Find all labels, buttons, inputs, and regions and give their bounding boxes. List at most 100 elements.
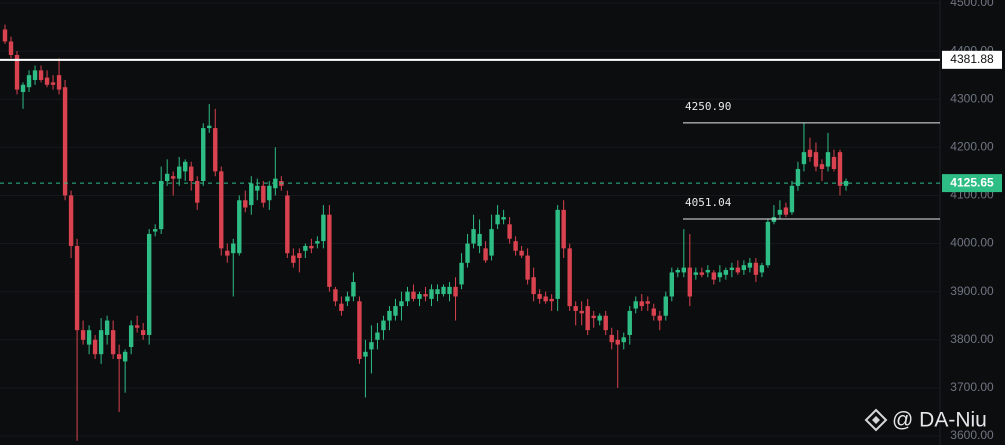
last-price-label-box bbox=[942, 174, 1002, 193]
candle-body bbox=[483, 248, 488, 261]
candle-body bbox=[14, 54, 20, 90]
candle-body bbox=[801, 152, 807, 165]
candle-body bbox=[321, 214, 326, 242]
candle-body bbox=[477, 233, 482, 246]
candle-body bbox=[32, 70, 38, 80]
candle-body bbox=[86, 330, 92, 345]
candle-body bbox=[627, 310, 632, 335]
candle-body bbox=[255, 185, 260, 191]
candle-body bbox=[122, 351, 128, 362]
candle-body bbox=[795, 168, 801, 186]
candle-body bbox=[152, 229, 158, 232]
candle-body bbox=[597, 315, 602, 321]
candle-body bbox=[741, 265, 747, 271]
candle-body bbox=[213, 128, 218, 172]
candle-body bbox=[98, 330, 104, 355]
overlay: 4381.88 4125.65 4250.90 4051.04 bbox=[0, 50, 1002, 220]
last-price-label: 4125.65 bbox=[950, 175, 994, 189]
candle-body bbox=[693, 272, 699, 275]
candle-body bbox=[68, 195, 74, 246]
candle-body bbox=[813, 152, 819, 167]
candle-body bbox=[495, 214, 500, 225]
candle-body bbox=[531, 277, 536, 295]
candle-body bbox=[231, 243, 236, 254]
candle-body bbox=[669, 272, 674, 297]
candle-body bbox=[351, 282, 356, 297]
candle-body bbox=[309, 245, 314, 249]
candle-body bbox=[291, 255, 296, 263]
candle-body bbox=[765, 221, 771, 266]
candle-body bbox=[591, 315, 596, 319]
candle-body bbox=[134, 325, 140, 328]
candle-body bbox=[80, 330, 86, 340]
candle-body bbox=[429, 289, 434, 299]
candle-body bbox=[453, 286, 458, 297]
candle-body bbox=[663, 296, 668, 316]
candle-body bbox=[657, 315, 662, 321]
candle-body bbox=[146, 233, 152, 335]
y-tick-label: 3600.00 bbox=[950, 428, 994, 442]
candle-body bbox=[789, 185, 795, 213]
candle-body bbox=[771, 217, 777, 222]
mark-line-label-box bbox=[942, 50, 1002, 69]
candle-body bbox=[357, 301, 362, 360]
candle-body bbox=[110, 330, 116, 355]
candle-body bbox=[615, 339, 620, 345]
candle-body bbox=[489, 229, 494, 256]
candle-body bbox=[843, 181, 849, 186]
candle-body bbox=[2, 29, 8, 42]
candle-body bbox=[723, 270, 729, 275]
candle-body bbox=[555, 209, 560, 299]
candle-body bbox=[681, 267, 687, 273]
candle-body bbox=[543, 296, 548, 302]
candle-body bbox=[735, 267, 741, 273]
candle-body bbox=[513, 241, 518, 251]
candle-body bbox=[393, 306, 398, 316]
candle-body bbox=[339, 303, 344, 311]
candle-body bbox=[297, 253, 302, 258]
candle-body bbox=[158, 181, 164, 230]
candle-body bbox=[405, 291, 410, 302]
candle-body bbox=[177, 166, 182, 179]
candle-body bbox=[777, 209, 783, 215]
candle-body bbox=[753, 262, 759, 275]
candle-body bbox=[38, 70, 44, 80]
candle-body bbox=[327, 214, 332, 287]
candle-body bbox=[399, 301, 404, 307]
y-tick-label: 3700.00 bbox=[950, 380, 994, 394]
candle-body bbox=[747, 262, 753, 268]
candle-body bbox=[225, 250, 230, 256]
candle-body bbox=[363, 351, 368, 357]
y-tick-label: 3900.00 bbox=[950, 284, 994, 298]
candle-body bbox=[261, 185, 266, 203]
candle-body bbox=[435, 289, 440, 295]
watermark-logo bbox=[864, 408, 888, 432]
candle-body bbox=[56, 75, 62, 90]
candle-body bbox=[441, 286, 446, 295]
candle-body bbox=[387, 310, 392, 321]
candle-body bbox=[20, 84, 26, 93]
candle-body bbox=[164, 173, 170, 182]
candle-body bbox=[201, 128, 206, 182]
candle-body bbox=[8, 41, 14, 55]
candle-body bbox=[579, 310, 584, 314]
candle-body bbox=[104, 320, 110, 335]
y-tick-label: 4200.00 bbox=[950, 140, 994, 154]
candle-body bbox=[621, 337, 626, 343]
candle-body bbox=[717, 272, 723, 278]
candle-body bbox=[411, 291, 416, 299]
candle-body bbox=[687, 267, 693, 297]
candle-body bbox=[699, 272, 705, 275]
candle-body bbox=[116, 354, 122, 360]
candle-body bbox=[345, 296, 350, 302]
candle-body bbox=[303, 245, 308, 251]
candle-body bbox=[501, 217, 506, 220]
candle-body bbox=[609, 334, 614, 343]
candle-body bbox=[267, 185, 272, 201]
candle-body bbox=[92, 339, 98, 355]
level-label: 4051.04 bbox=[685, 196, 732, 209]
candle-body bbox=[537, 294, 542, 299]
y-tick-label: 4300.00 bbox=[950, 91, 994, 105]
candle-body bbox=[369, 342, 374, 350]
